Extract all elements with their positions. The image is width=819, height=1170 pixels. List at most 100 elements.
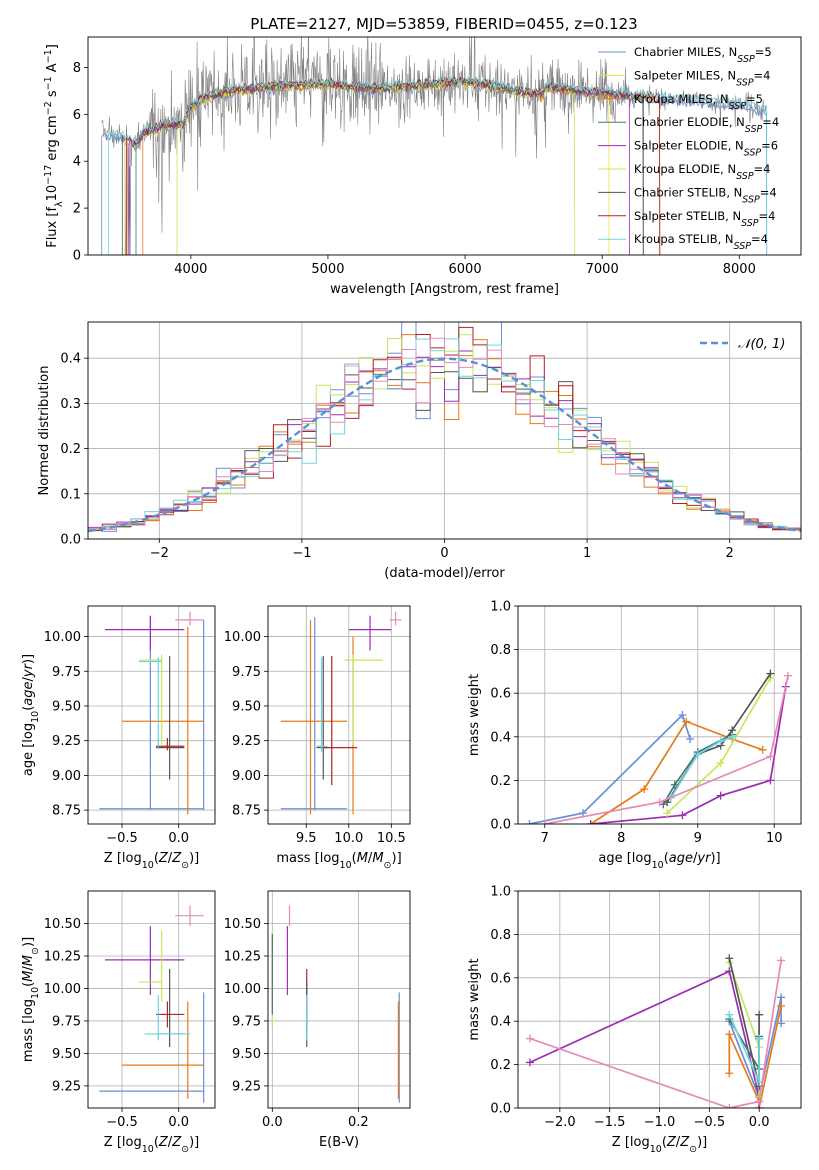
weight-marker: [777, 1002, 786, 1011]
axes-frame: [267, 890, 411, 1109]
label-part: ⊙: [30, 947, 41, 955]
label-part: −1: [43, 76, 54, 90]
legend-label: Chabrier MILES, NSSP=5: [634, 45, 772, 65]
y-tick-label: 6: [73, 108, 81, 123]
y-tick-label: 0.4: [490, 730, 511, 745]
label-part: 10: [45, 185, 60, 202]
x-tick-label: 0.0: [262, 1115, 283, 1130]
x-tick-label: −1.0: [644, 1115, 676, 1130]
label-part: ⊙: [181, 860, 189, 871]
weight-marker: [766, 752, 775, 761]
y-tick-label: 0.2: [490, 774, 511, 789]
label-part: age [log: [598, 851, 651, 866]
y-tick-label: 0.6: [490, 687, 511, 702]
weight-line-chabrier-miles: [728, 997, 782, 1101]
errorbar-point: [175, 905, 204, 927]
weight-marker: [728, 732, 737, 741]
y-tick-label: 10.00: [44, 982, 81, 997]
weight-line-pink: [529, 960, 782, 1108]
label-part: SSP: [734, 241, 752, 252]
weight-marker: [783, 671, 792, 680]
label-part: =4: [762, 115, 779, 129]
label-part: 10: [142, 1144, 154, 1155]
label-part: SSP: [741, 217, 759, 228]
label-part: )]: [189, 851, 199, 866]
y-tick-label: 9.75: [52, 665, 81, 680]
y-tick-label: 10.50: [44, 917, 81, 932]
errorbar-point: [280, 617, 348, 811]
weight-marker: [777, 956, 786, 965]
label-part: λ: [54, 201, 65, 207]
x-tick-label: 0.0: [749, 1115, 770, 1130]
gridlines: [268, 606, 410, 824]
y-tick-label: 1.0: [490, 885, 511, 900]
label-part: Z: [171, 851, 182, 866]
x-tick-label: 10.0: [334, 831, 363, 846]
weight-marker: [755, 1034, 764, 1043]
weight-marker: [525, 1058, 534, 1067]
y-tick-label: 0.0: [60, 533, 81, 548]
label-part: (: [664, 851, 669, 866]
label-part: Kroupa STELIB, N: [634, 232, 734, 246]
label-part: Z [log: [612, 1135, 650, 1150]
model-line-kroupa-miles: [142, 78, 661, 255]
y-axis-label: mass weight: [467, 674, 482, 756]
y-tick-label: 8.75: [232, 804, 261, 819]
legend-label: Kroupa STELIB, NSSP=4: [634, 232, 768, 252]
label-part: =4: [754, 162, 771, 176]
label-part: (: [154, 1135, 159, 1150]
weight-line-chabrier-miles: [529, 713, 691, 824]
weight-marker: [678, 711, 687, 719]
label-part: )]: [710, 851, 720, 866]
label-part: Kroupa ELODIE, N: [634, 162, 736, 176]
x-tick-label: 8000: [723, 262, 756, 277]
x-tick-label: 8: [617, 831, 625, 846]
weight-marker: [540, 820, 549, 824]
weight-line-kroupa-stelib: [670, 736, 733, 799]
weight-marker: [716, 791, 725, 800]
errorbar-point: [316, 657, 328, 752]
y-axis-label: mass [log10(M/M⊙)]: [21, 937, 41, 1062]
legend-label: Salpeter STELIB, NSSP=4: [634, 209, 775, 229]
weight-marker: [682, 717, 691, 726]
y-tick-label: 8: [73, 61, 81, 76]
label-part: ]: [45, 44, 60, 49]
label-part: /: [168, 1135, 173, 1150]
plot-area: [99, 905, 205, 1103]
x-tick-label: 0: [440, 546, 448, 561]
label-part: ⊙: [689, 1144, 697, 1155]
label-part: mass [log: [276, 851, 339, 866]
label-part: Z: [171, 1135, 182, 1150]
x-tick-label: 1: [583, 546, 591, 561]
label-part: mass [log: [21, 999, 36, 1062]
x-tick-label: −0.5: [106, 1115, 138, 1130]
label-part: =5: [746, 92, 763, 106]
label-part: SSP: [736, 77, 754, 88]
weight-marker: [716, 737, 725, 746]
x-tick-label: −2.0: [544, 1115, 576, 1130]
legend-label: Salpeter ELODIE, NSSP=6: [634, 139, 778, 159]
panel-spectrum: 4000 5000 6000 7000 8000 0 2 4 6 8 wavelength [Ang…: [43, 36, 802, 297]
y-tick-label: 10.00: [44, 630, 81, 645]
panel-residuals: −2 −1 0 1 2 0.0 0.1 0.2 0.3 0.4 (data-model)/error…: [37, 321, 802, 581]
label-part: =6: [761, 139, 778, 153]
y-tick-label: 9.50: [52, 1047, 81, 1062]
errorbar-point: [323, 655, 358, 786]
label-part: age [log: [21, 723, 36, 776]
label-part: Flux [f: [45, 207, 60, 248]
label-part: Z [log: [104, 1135, 142, 1150]
weight-marker: [655, 798, 664, 807]
axes-frame: [267, 605, 411, 825]
weight-marker: [640, 785, 649, 794]
y-tick-label: 9.75: [232, 1014, 261, 1029]
errorbar-point: [122, 1001, 204, 1099]
label-part: =4: [751, 232, 768, 246]
x-tick-label: 0.2: [348, 1115, 369, 1130]
weight-marker: [766, 669, 775, 678]
weight-marker: [579, 809, 588, 818]
errorbar-point: [156, 968, 185, 1047]
y-axis-label: age [log10(age/yr)]: [21, 654, 41, 776]
label-part: Chabrier STELIB, N: [634, 185, 742, 199]
label-part: (: [154, 851, 159, 866]
